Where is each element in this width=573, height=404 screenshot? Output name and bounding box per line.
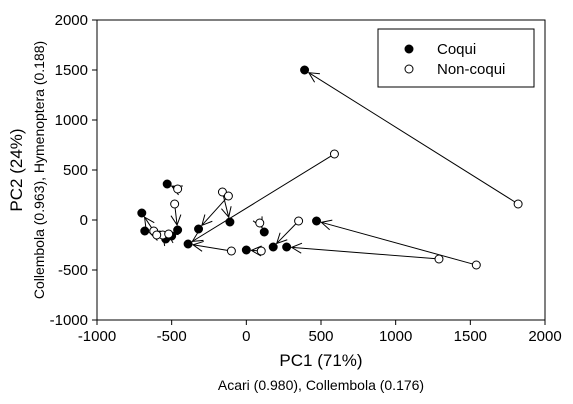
y-tick-label: 0: [80, 212, 88, 229]
y-axis-title: PC2 (24%): [7, 128, 26, 211]
trajectory-arrow: [223, 195, 228, 217]
non-coqui-point: [329, 149, 339, 159]
coqui-point: [194, 224, 204, 234]
trajectory-arrow: [202, 198, 227, 225]
coqui-point: [300, 65, 310, 75]
x-axis-title: PC1 (71%): [279, 351, 362, 370]
legend-box: [377, 28, 535, 88]
coqui-point: [282, 242, 292, 252]
coqui-point: [268, 242, 278, 252]
coqui-point: [140, 226, 150, 236]
y-axis-subtitle: Collembola (0.963), Hymenoptera (0.188): [31, 41, 47, 299]
legend-marker-coqui: [404, 44, 414, 54]
trajectory-arrow: [145, 217, 152, 228]
trajectory-arrow: [309, 73, 515, 203]
trajectory-arrow: [292, 247, 436, 260]
points-layer: [137, 65, 523, 270]
coqui-point: [259, 227, 269, 237]
non-coqui-point: [170, 199, 180, 209]
y-tick-label: -500: [58, 262, 88, 279]
coqui-point: [183, 239, 193, 249]
x-tick-label: 0: [242, 328, 250, 345]
non-coqui-point: [223, 191, 233, 201]
y-tick-label: 1500: [55, 62, 88, 79]
non-coqui-point: [471, 260, 481, 270]
x-tick-label: 2000: [528, 328, 561, 345]
non-coqui-point: [513, 199, 523, 209]
non-coqui-point: [256, 246, 266, 256]
coqui-point: [225, 217, 235, 227]
trajectory-arrow: [321, 222, 473, 265]
x-axis-subtitle: Acari (0.980), Collembola (0.176): [218, 377, 424, 393]
legend-label-coqui: Coqui: [437, 41, 476, 58]
non-coqui-point: [152, 230, 162, 240]
x-tick-label: -500: [157, 328, 187, 345]
coqui-point: [173, 225, 183, 235]
x-tick-label: -1000: [78, 328, 116, 345]
legend-marker-non-coqui: [404, 64, 414, 74]
y-tick-label: -1000: [50, 312, 88, 329]
legend-label-non-coqui: Non-coqui: [437, 61, 505, 78]
y-tick-label: 1000: [55, 112, 88, 129]
coqui-point: [162, 179, 172, 189]
non-coqui-point: [173, 184, 183, 194]
trajectory-arrow: [277, 223, 297, 244]
x-axis-ticks: -1000 -500 0 500 1000 1500 2000: [78, 320, 562, 345]
non-coqui-point: [294, 216, 304, 226]
non-coqui-point: [255, 218, 265, 228]
legend: Coqui Non-coqui: [377, 28, 535, 88]
x-tick-label: 1500: [454, 328, 487, 345]
trajectory-arrow: [192, 155, 332, 241]
y-tick-label: 2000: [55, 12, 88, 29]
y-axis-ticks: -1000 -500 0 500 1000 1500 2000: [50, 12, 97, 329]
arrows-layer: [145, 73, 515, 265]
non-coqui-point: [164, 229, 174, 239]
y-tick-label: 500: [63, 162, 88, 179]
coqui-point: [137, 208, 147, 218]
trajectory-arrow: [175, 207, 177, 225]
coqui-point: [241, 245, 251, 255]
coqui-point: [312, 216, 322, 226]
non-coqui-point: [226, 246, 236, 256]
trajectory-arrow: [193, 245, 228, 251]
x-tick-label: 500: [308, 328, 333, 345]
x-tick-label: 1000: [379, 328, 412, 345]
non-coqui-point: [434, 254, 444, 264]
